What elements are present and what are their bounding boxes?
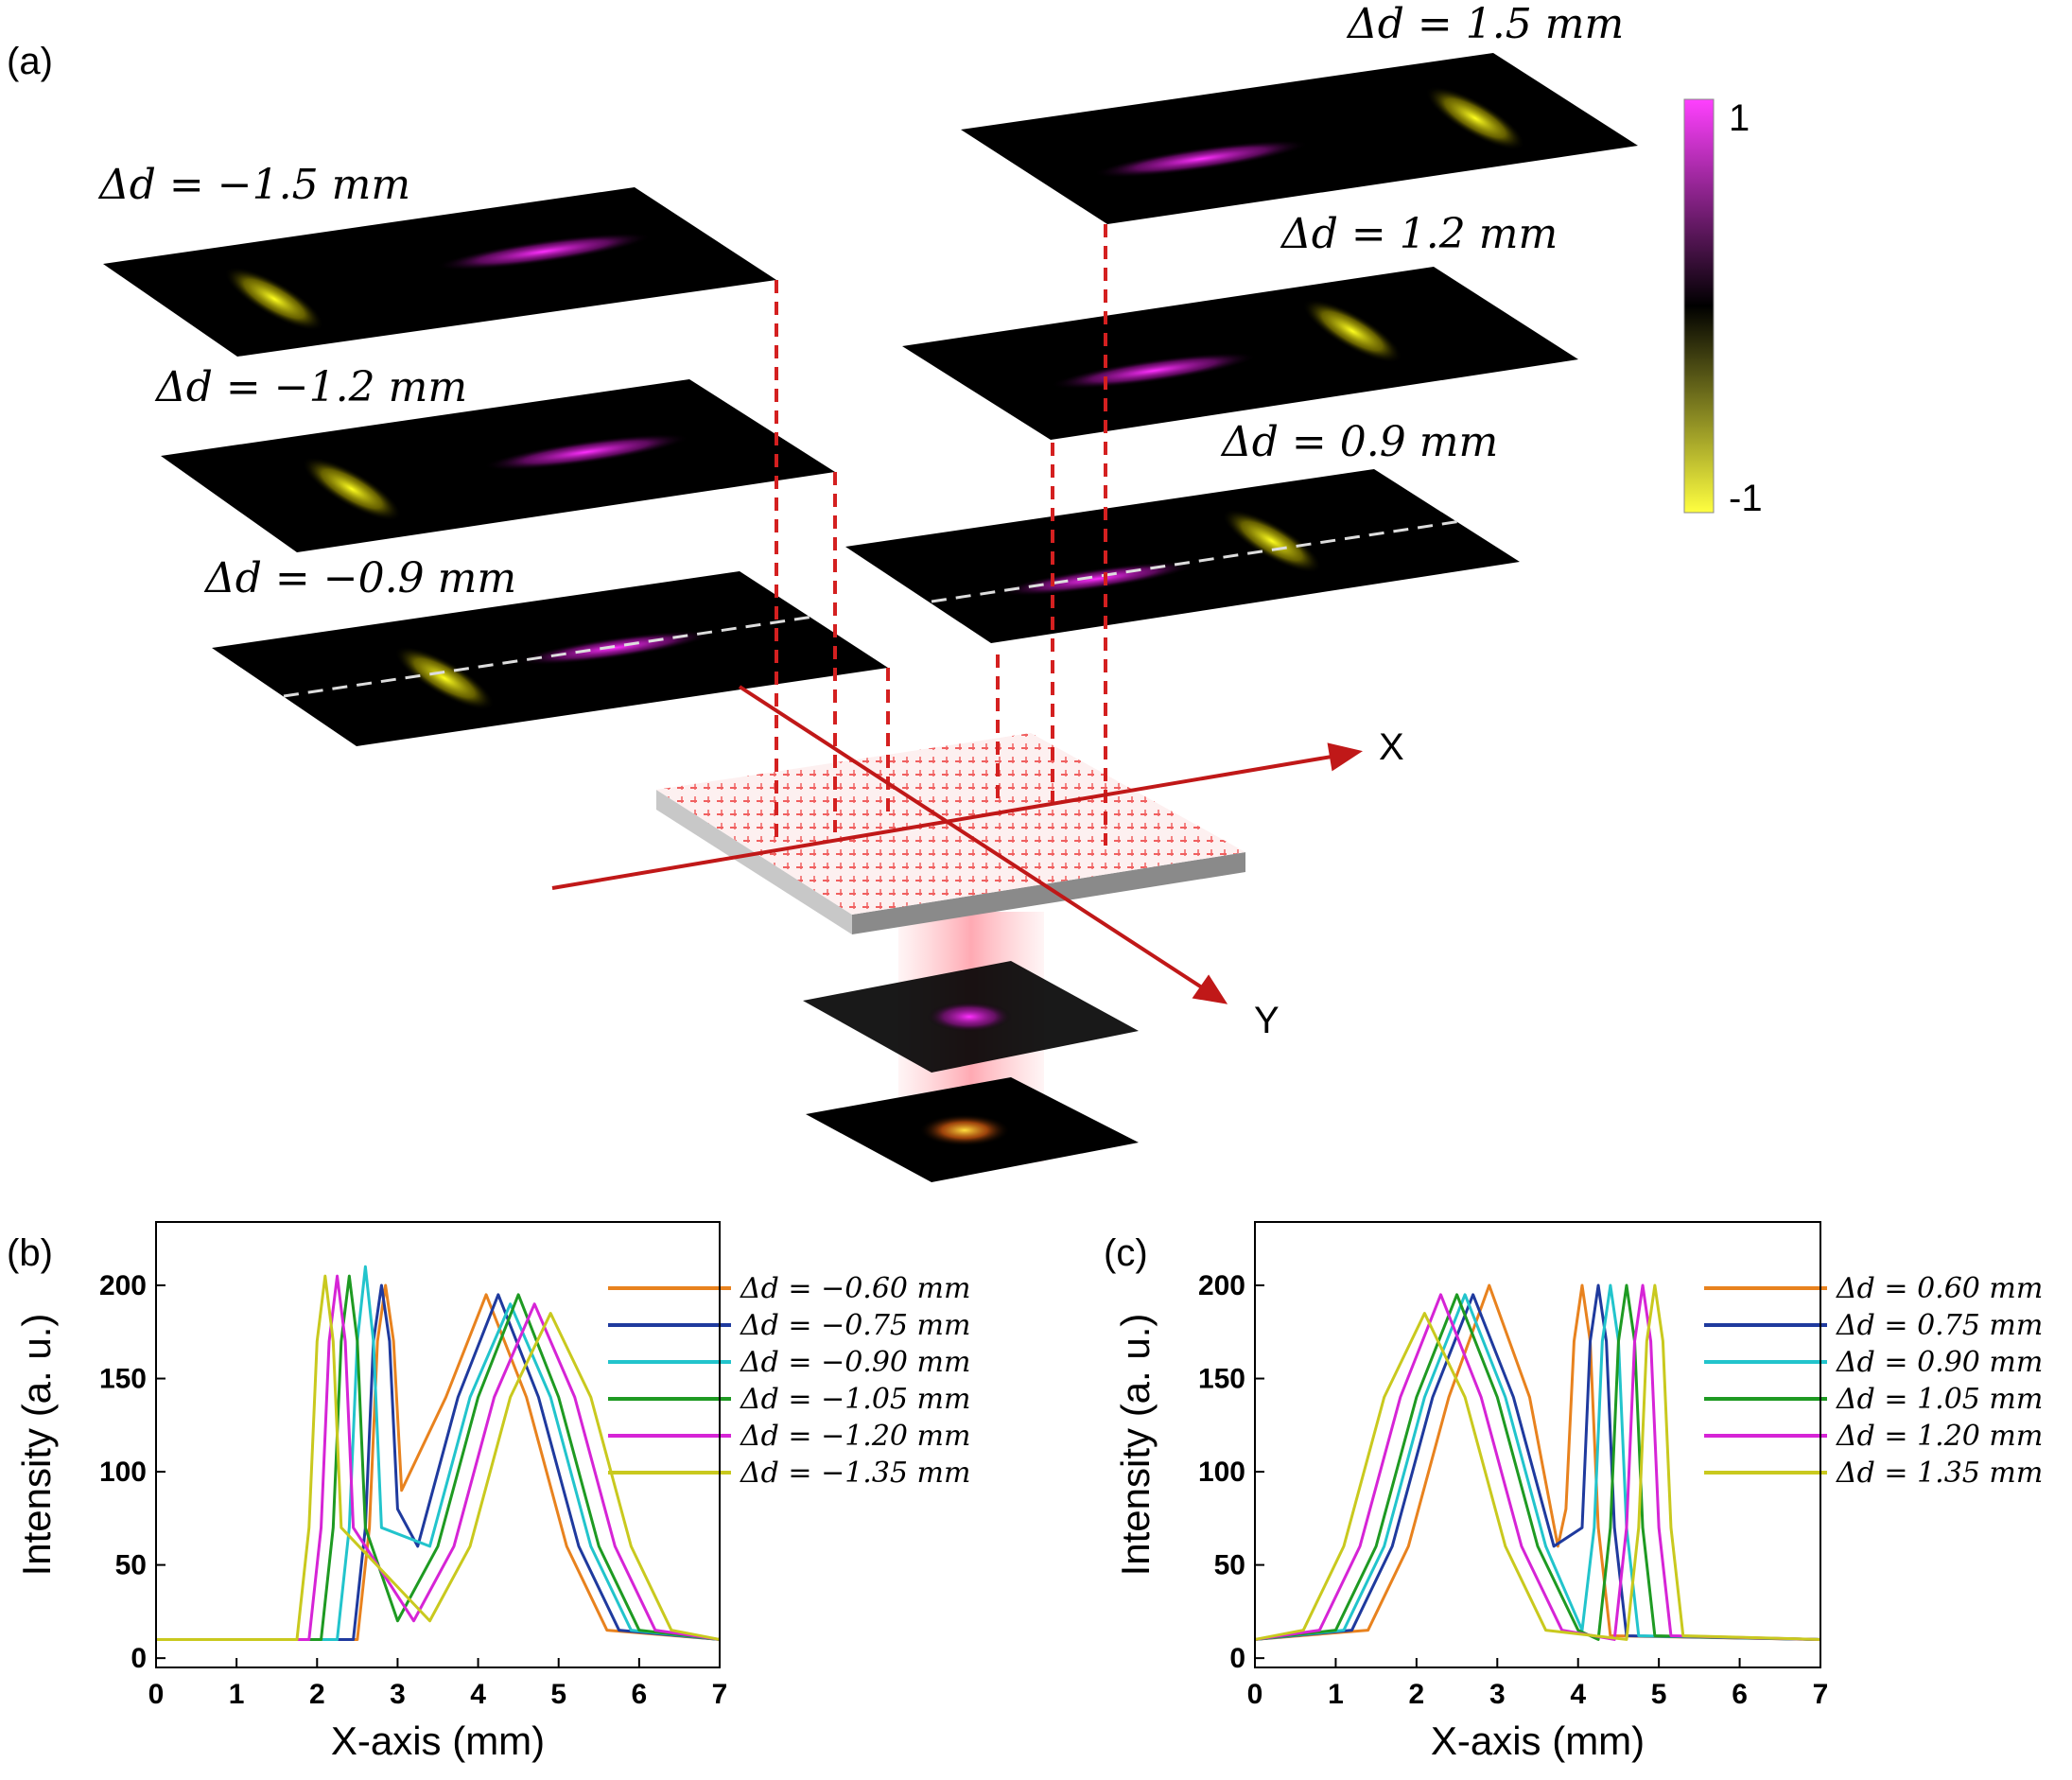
x-tick-label: 4: [1570, 1679, 1586, 1710]
series-line: [156, 1283, 721, 1641]
spot: [483, 433, 689, 471]
series-line: [156, 1283, 721, 1641]
x-tick-label: 3: [390, 1679, 406, 1710]
series-line: [1254, 1283, 1821, 1641]
x-tick-label: 0: [1247, 1679, 1263, 1710]
plate-edge: [852, 852, 1245, 934]
spot: [1093, 140, 1309, 178]
series-line: [156, 1274, 721, 1641]
plane-label: Δd = 0.9 mm: [1220, 418, 1498, 466]
x-tick-label: 7: [1813, 1679, 1829, 1710]
legend-label: Δd = 0.60 mm: [1836, 1272, 2043, 1305]
spot: [1425, 86, 1525, 150]
y-tick-label: 150: [1198, 1364, 1245, 1395]
y-axis-label: Intensity (a. u.): [14, 1314, 59, 1577]
projections: [775, 224, 1107, 846]
x-tick-label: 3: [1489, 1679, 1506, 1710]
colorbar: [1683, 98, 1715, 514]
x-tick-label: 7: [712, 1679, 728, 1710]
axis-label: Y: [1254, 1000, 1280, 1041]
x-tick-label: 2: [1409, 1679, 1425, 1710]
y-tick-label: 100: [1198, 1457, 1245, 1488]
plane-label: Δd = 1.5 mm: [1346, 0, 1624, 48]
series-line: [156, 1274, 721, 1641]
spot: [927, 1002, 1012, 1032]
legend-label: Δd = −0.90 mm: [740, 1346, 970, 1379]
legend-label: Δd = −1.05 mm: [740, 1383, 970, 1416]
y-axis-label: Intensity (a. u.): [1113, 1314, 1158, 1577]
profile-line: [931, 519, 1462, 603]
spot: [919, 1114, 1010, 1146]
x-tick-label: 4: [470, 1679, 486, 1710]
legend-label: Δd = 0.90 mm: [1836, 1346, 2043, 1379]
spot: [1222, 509, 1322, 573]
legend-label: Δd = −1.20 mm: [740, 1420, 970, 1453]
y-tick-label: 150: [99, 1364, 147, 1395]
spot: [224, 267, 324, 331]
spot: [1302, 299, 1402, 363]
arrowhead: [1327, 742, 1364, 772]
plate-edge: [656, 790, 852, 934]
plane: [845, 469, 1520, 643]
plot-frame: [1254, 1221, 1821, 1668]
plane: [103, 187, 776, 357]
x-tick-label: 5: [550, 1679, 566, 1710]
legend-label: Δd = −1.35 mm: [740, 1457, 970, 1490]
x-axis-label: X-axis (mm): [331, 1719, 545, 1763]
x-axis-label: X-axis (mm): [1431, 1719, 1645, 1763]
profile-line: [283, 615, 814, 698]
axes-arrows: [551, 685, 1364, 1004]
spot: [1051, 352, 1257, 390]
x-tick-label: 6: [1732, 1679, 1748, 1710]
legend-label: Δd = 0.75 mm: [1836, 1309, 2043, 1342]
arrowhead: [1192, 974, 1228, 1004]
x-tick-label: 0: [148, 1679, 165, 1710]
y-arrow: [738, 685, 1212, 995]
x-tick-label: 5: [1651, 1679, 1667, 1710]
series-line: [1254, 1283, 1821, 1641]
plane-label: Δd = −1.2 mm: [154, 363, 467, 411]
y-tick-label: 0: [1229, 1643, 1245, 1674]
y-tick-label: 200: [1198, 1270, 1245, 1301]
diagram: X Y Δd = −1.5 mm Δd = −1.2 mm Δd = −0.9 …: [97, 0, 1763, 1182]
legend-label: Δd = 1.20 mm: [1836, 1420, 2043, 1453]
spot: [436, 233, 652, 270]
axis-label: X: [1379, 726, 1404, 768]
y-tick-label: 50: [115, 1550, 147, 1581]
y-tick-label: 200: [99, 1270, 147, 1301]
panel-label: (c): [1104, 1232, 1148, 1274]
x-tick-label: 1: [229, 1679, 245, 1710]
x-tick-label: 6: [632, 1679, 648, 1710]
series-line: [1254, 1283, 1821, 1641]
x-tick-label: 1: [1328, 1679, 1344, 1710]
colorbar-label: -1: [1729, 478, 1763, 519]
series-line: [156, 1265, 721, 1641]
legend-label: Δd = 1.05 mm: [1836, 1383, 2043, 1416]
y-tick-label: 50: [1214, 1550, 1245, 1581]
legend-label: Δd = −0.75 mm: [740, 1309, 970, 1342]
panel-label: (b): [7, 1232, 53, 1274]
colorbar-label: 1: [1729, 97, 1750, 139]
plane-label: Δd = 1.2 mm: [1280, 210, 1558, 258]
plot-frame: [155, 1221, 721, 1668]
plane: [961, 53, 1638, 224]
legend-label: Δd = −0.60 mm: [740, 1272, 970, 1305]
spot: [302, 457, 402, 521]
plane-label: Δd = −0.9 mm: [203, 554, 516, 602]
plane-label: Δd = −1.5 mm: [97, 161, 410, 209]
legend-label: Δd = 1.35 mm: [1836, 1457, 2043, 1490]
spot: [999, 561, 1195, 597]
y-tick-label: 0: [131, 1643, 147, 1674]
y-tick-label: 100: [99, 1457, 147, 1488]
panel-label: (a): [7, 41, 53, 82]
spot: [394, 646, 495, 710]
x-tick-label: 2: [309, 1679, 325, 1710]
series-line: [156, 1274, 721, 1641]
